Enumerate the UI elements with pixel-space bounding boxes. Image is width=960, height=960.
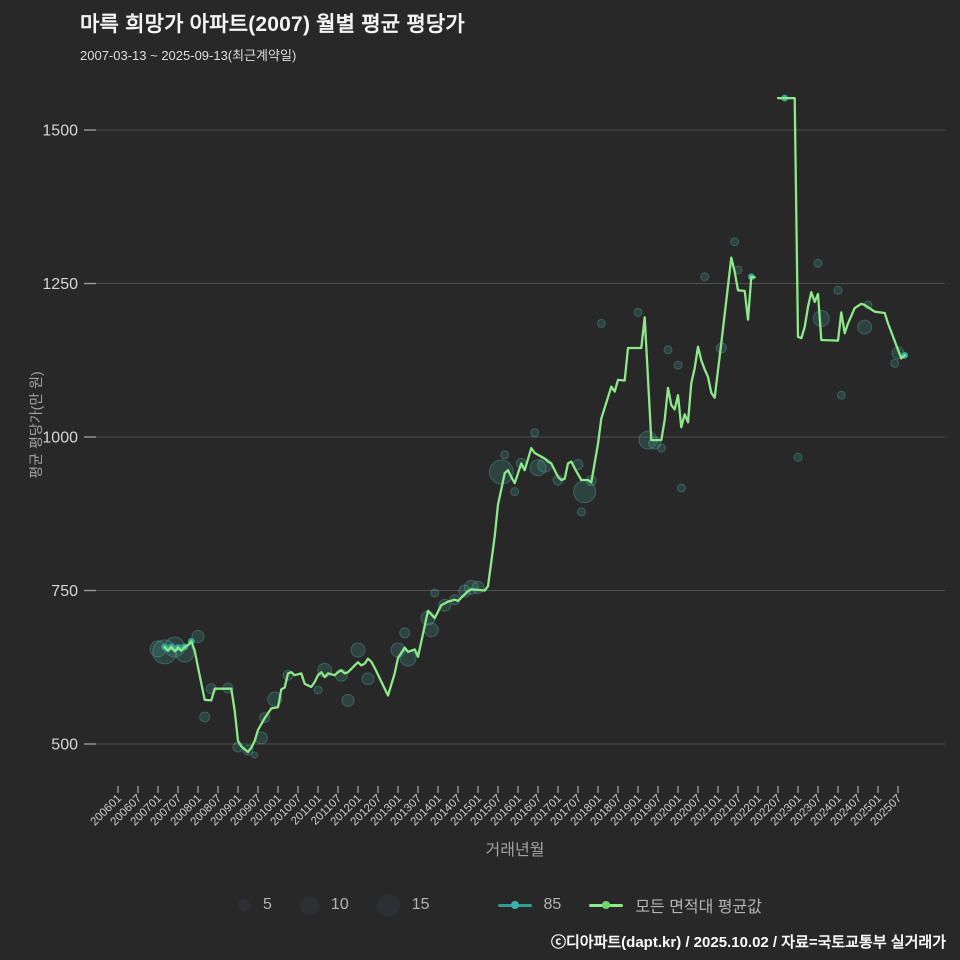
bubble	[341, 693, 355, 707]
legend-size-5: 5	[238, 896, 272, 914]
bubble	[251, 751, 259, 759]
bubble	[350, 642, 366, 658]
page-subtitle: 2007-03-13 ~ 2025-09-13(최근계약일)	[80, 48, 297, 63]
legend-series-85-label: 85	[543, 896, 562, 913]
legend-size-5-label: 5	[263, 896, 272, 913]
y-tick-label: 750	[51, 583, 78, 600]
bubble	[890, 358, 900, 368]
page-title: 마륵 희망가 아파트(2007) 월별 평균 평당가	[80, 13, 465, 36]
bubble	[423, 622, 439, 638]
y-tick-label: 500	[51, 737, 78, 754]
bubble	[500, 450, 510, 460]
legend-size-10-label: 10	[330, 896, 349, 913]
bubble	[510, 487, 520, 497]
bubble	[833, 285, 843, 295]
bubble	[430, 588, 440, 598]
bubbles-layer	[149, 237, 905, 759]
bubble	[673, 360, 683, 370]
bubble	[313, 685, 323, 695]
bubble	[471, 580, 485, 594]
y-tick-label: 1000	[42, 430, 78, 447]
legend-series-avg-label: 모든 면적대 평균값	[635, 899, 762, 916]
chart-canvas: 1500 1250 1000 750 500 2006012006072007012007…	[42, 94, 945, 828]
bubble	[836, 390, 846, 400]
x-axis-ticks: 2006012006072007012007072008012008072009…	[89, 786, 904, 828]
chart-header: 마륵 희망가 아파트(2007) 월별 평균 평당가 2007-03-13 ~ …	[80, 8, 465, 64]
bubble	[812, 309, 830, 327]
bubble	[857, 319, 873, 335]
bubble	[730, 237, 740, 247]
y-tick-label: 1500	[42, 123, 78, 140]
bubble-size-5-icon	[238, 898, 252, 912]
legend-series-85: 85	[497, 896, 562, 914]
avg-line-segment	[163, 256, 756, 754]
series-85-line-icon	[497, 900, 532, 910]
bubble-size-10-icon	[299, 895, 319, 915]
bubble	[656, 443, 666, 453]
avg-line-segment	[776, 96, 906, 360]
bubble	[596, 318, 606, 328]
bubble	[576, 507, 586, 517]
bubble	[530, 428, 540, 438]
bubble	[361, 672, 375, 686]
legend-size-10: 10	[299, 895, 349, 915]
y-tick-label: 1250	[42, 276, 78, 293]
legend-series-avg: 모든 면적대 평균값	[589, 893, 762, 917]
bubble	[529, 459, 547, 477]
bubble	[199, 711, 211, 723]
bubble	[700, 272, 710, 282]
footer-credit: ⓒ디아파트(dapt.kr) / 2025.10.02 / 자료=국토교통부 실…	[550, 934, 946, 951]
bubble	[813, 258, 823, 268]
series-avg-line-icon	[589, 900, 624, 910]
bubble-size-15-icon	[376, 893, 400, 917]
bubble	[191, 630, 205, 644]
bubble	[399, 627, 411, 639]
bubble	[663, 345, 673, 355]
bubble	[793, 452, 803, 462]
legend-size-15-label: 15	[411, 896, 430, 913]
bubble	[676, 483, 686, 493]
bubble	[537, 457, 553, 473]
legend-size-15: 15	[376, 893, 430, 917]
y-axis-title: 평균 평당가(만 원)	[28, 371, 44, 479]
bubble	[458, 584, 472, 598]
x-axis-title: 거래년월	[485, 842, 545, 859]
avg-line-series	[163, 96, 906, 754]
bubble	[633, 307, 643, 317]
chart-legend: 5 10 15 85 모든 면적대 평균값	[40, 888, 960, 922]
y-gridlines: 1500 1250 1000 750 500	[42, 123, 945, 754]
